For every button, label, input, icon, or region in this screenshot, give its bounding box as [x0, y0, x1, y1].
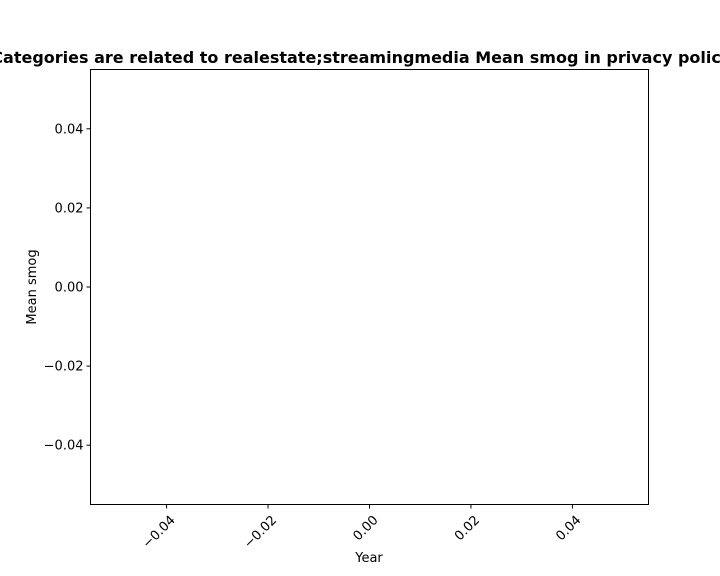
y-tick-label: −0.02 — [44, 360, 84, 375]
y-tick-label: 0.04 — [55, 122, 84, 137]
y-axis: −0.04 −0.02 0.00 0.02 0.04 — [44, 122, 91, 454]
x-axis-label: Year — [354, 551, 383, 566]
y-tick-label: −0.04 — [44, 439, 84, 454]
x-axis: −0.04 −0.02 0.00 0.02 0.04 — [140, 504, 584, 552]
plot-area — [90, 69, 649, 505]
y-tick-label: 0.02 — [55, 201, 84, 216]
x-tick-label: 0.02 — [452, 513, 483, 544]
x-tick-label: 0.04 — [553, 513, 584, 544]
x-tick-label: 0.00 — [350, 513, 381, 544]
x-tick-label: −0.04 — [140, 513, 179, 552]
y-tick-label: 0.00 — [55, 281, 84, 296]
chart-title: Categories are related to realestate;str… — [0, 48, 720, 67]
y-axis-label: Mean smog — [25, 249, 40, 324]
x-tick-label: −0.02 — [241, 513, 280, 552]
